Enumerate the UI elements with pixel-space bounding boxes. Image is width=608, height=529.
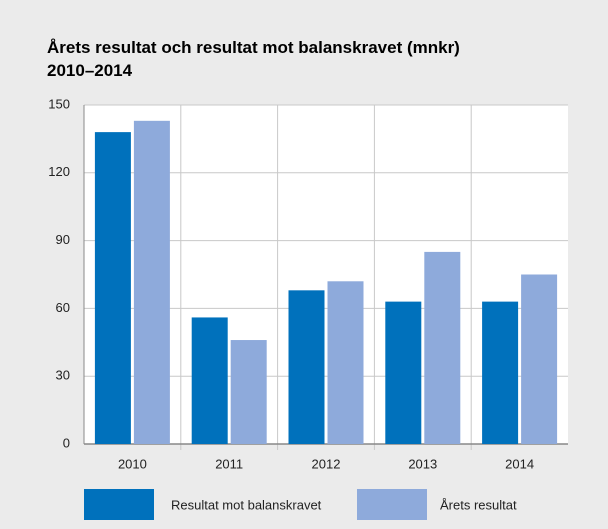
bar [133, 120, 170, 444]
bar [94, 132, 131, 444]
legend-label: Resultat mot balanskravet [171, 497, 322, 512]
bar [521, 274, 558, 444]
legend-swatch [357, 489, 427, 520]
bar [230, 340, 267, 444]
y-tick-label: 60 [56, 300, 70, 315]
x-tick-label: 2013 [408, 456, 437, 471]
bar [288, 290, 325, 444]
legend-label: Årets resultat [440, 497, 517, 512]
bar [424, 251, 461, 444]
x-tick-label: 2010 [118, 456, 147, 471]
x-tick-label: 2012 [312, 456, 341, 471]
legend-swatch [84, 489, 154, 520]
chart-title: Årets resultat och resultat mot balanskr… [47, 38, 460, 80]
x-tick-label: 2014 [505, 456, 534, 471]
y-tick-label: 30 [56, 368, 70, 383]
y-tick-label: 150 [48, 96, 70, 111]
y-tick-label: 90 [56, 232, 70, 247]
x-tick-label: 2011 [215, 456, 243, 471]
y-tick-label: 120 [48, 164, 70, 179]
bar [385, 301, 422, 444]
bar [191, 317, 228, 444]
bar [482, 301, 519, 444]
y-tick-label: 0 [63, 435, 70, 450]
bar [327, 281, 364, 444]
